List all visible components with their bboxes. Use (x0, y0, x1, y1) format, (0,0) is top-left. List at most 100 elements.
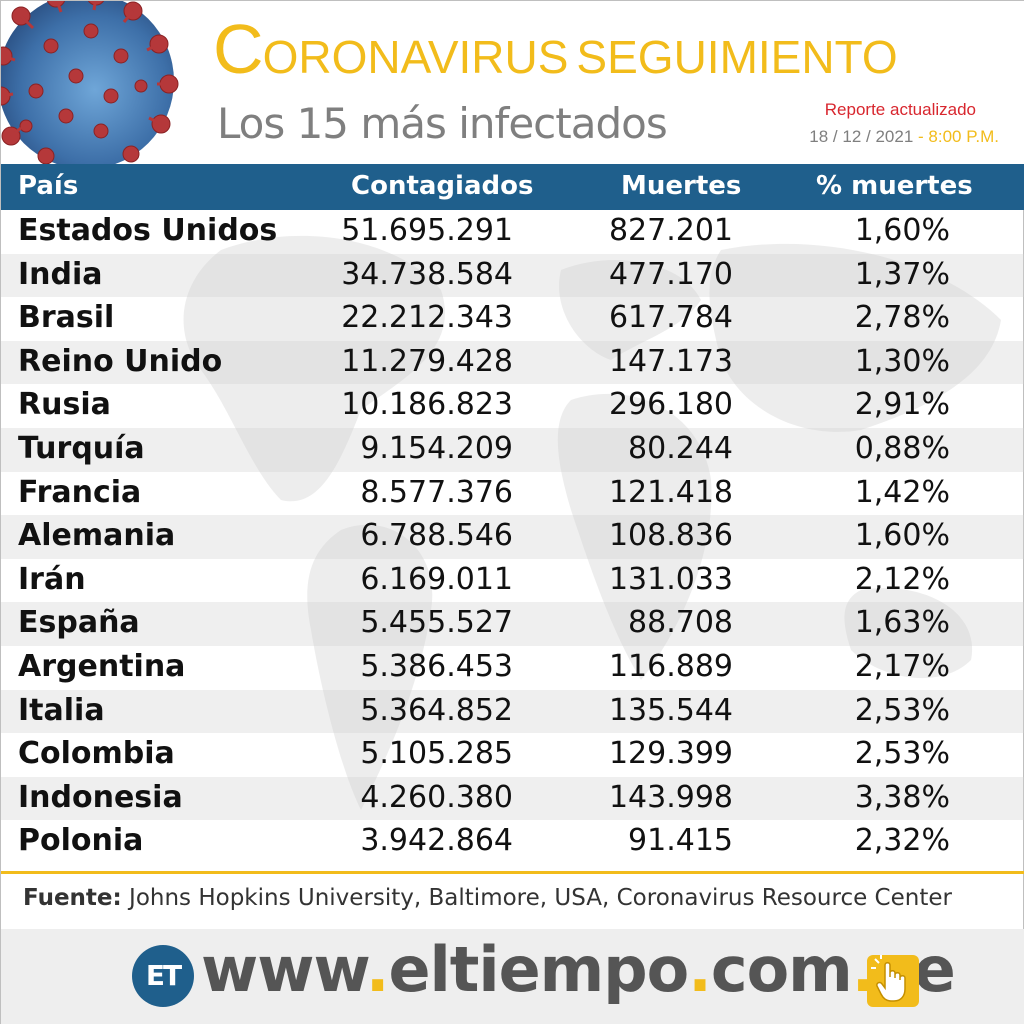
table-row: Colombia 5.105.285 129.399 2,53% (1, 733, 1024, 777)
death-percentage-cell: 2,32% (854, 823, 950, 859)
death-percentage-cell: 3,38% (854, 779, 950, 815)
url-part: www (201, 933, 367, 1006)
cases-cell: 5.364.852 (360, 692, 513, 728)
world-map-watermark (183, 235, 1001, 810)
table-body: Estados Unidos 51.695.291 827.201 1,60% … (1, 210, 1024, 865)
death-percentage-cell: 0,88% (854, 431, 950, 466)
deaths-cell: 129.399 (608, 736, 733, 772)
country-cell: Turquía (18, 431, 145, 466)
deaths-cell: 91.415 (628, 823, 733, 859)
table-row: Turquía 9.154.209 80.244 0,88% (1, 428, 1024, 472)
country-cell: Colombia (18, 736, 175, 772)
table-row: Polonia 3.942.864 91.415 2,32% (1, 820, 1024, 864)
country-cell: Argentina (18, 649, 186, 684)
deaths-cell: 147.173 (608, 343, 733, 379)
source-text: Johns Hopkins University, Baltimore, USA… (129, 885, 952, 911)
url-part: com (710, 933, 853, 1006)
death-percentage-cell: 2,12% (854, 561, 950, 597)
subtitle: Los 15 más infectados (217, 99, 668, 148)
deaths-cell: 617.784 (608, 300, 733, 336)
cases-cell: 51.695.291 (341, 213, 513, 248)
country-cell: Rusia (18, 387, 111, 423)
deaths-cell: 827.201 (608, 213, 733, 248)
country-cell: España (18, 605, 140, 641)
country-cell: Brasil (18, 300, 115, 336)
cases-cell: 5.386.453 (360, 649, 513, 684)
hand-pointer-icon (867, 955, 919, 1007)
et-logo: ET (132, 945, 194, 1007)
title-second: SEGUIMIENTO (576, 31, 898, 83)
website-url[interactable]: www.eltiempo.com.ve (201, 933, 956, 1006)
deaths-cell: 131.033 (608, 561, 733, 597)
death-percentage-cell: 2,17% (854, 649, 950, 684)
country-cell: Estados Unidos (18, 213, 278, 248)
cases-cell: 3.942.864 (360, 823, 513, 859)
death-percentage-cell: 2,53% (854, 692, 950, 728)
cases-cell: 4.260.380 (360, 779, 513, 815)
cases-cell: 8.577.376 (360, 474, 513, 510)
coronavirus-icon (1, 1, 179, 164)
table-row: Brasil 22.212.343 617.784 2,78% (1, 297, 1024, 341)
table-row: India 34.738.584 477.170 1,37% (1, 253, 1024, 298)
death-percentage-cell: 2,78% (854, 300, 950, 336)
url-dot: . (365, 933, 390, 1006)
death-percentage-cell: 1,63% (854, 605, 950, 641)
country-cell: Indonesia (18, 779, 183, 815)
death-percentage-cell: 2,91% (854, 387, 950, 423)
country-cell: Francia (18, 474, 142, 510)
title-initial: C (213, 10, 264, 88)
death-percentage-cell: 1,30% (854, 343, 950, 379)
divider (1, 871, 1024, 874)
deaths-cell: 121.418 (608, 474, 733, 510)
deaths-cell: 116.889 (608, 649, 733, 684)
table-row: Indonesia 4.260.380 143.998 3,38% (1, 776, 1024, 821)
deaths-cell: 135.544 (608, 692, 733, 728)
table-row: España 5.455.527 88.708 1,63% (1, 602, 1024, 646)
table-row: Reino Unido 11.279.428 147.173 1,30% (1, 340, 1024, 385)
cases-cell: 10.186.823 (341, 387, 513, 423)
country-cell: Irán (18, 561, 86, 597)
death-percentage-cell: 1,37% (854, 256, 950, 292)
deaths-cell: 296.180 (608, 387, 733, 423)
deaths-cell: 88.708 (628, 605, 733, 641)
country-cell: Alemania (18, 518, 176, 554)
table-row: Alemania 6.788.546 108.836 1,60% (1, 515, 1024, 559)
footer: ET www.eltiempo.com.ve (1, 929, 1024, 1024)
source-note: Fuente: Johns Hopkins University, Baltim… (23, 885, 952, 911)
title-rest: ORONAVIRUS (262, 31, 569, 83)
column-header-deaths: Muertes (621, 171, 742, 201)
table-row: Rusia 10.186.823 296.180 2,91% (1, 384, 1024, 428)
header: CORONAVIRUS SEGUIMIENTO Los 15 más infect… (1, 1, 1024, 164)
url-part: eltiempo (388, 933, 689, 1006)
deaths-cell: 143.998 (608, 779, 733, 815)
country-cell: Polonia (18, 823, 144, 859)
source-label: Fuente: (23, 885, 122, 911)
country-cell: Italia (18, 692, 105, 728)
column-header-country: País (18, 171, 79, 201)
death-percentage-cell: 1,60% (854, 213, 950, 248)
table-row: Irán 6.169.011 131.033 2,12% (1, 559, 1024, 603)
title: CORONAVIRUS SEGUIMIENTO (213, 9, 898, 89)
table-header: País Contagiados Muertes % muertes (1, 164, 1024, 210)
table-row: Italia 5.364.852 135.544 2,53% (1, 689, 1024, 734)
cases-cell: 5.455.527 (360, 605, 513, 641)
url-dot: . (688, 933, 712, 1006)
report-time: 8:00 P.M. (928, 127, 999, 146)
report-date: 18 / 12 / 2021 (809, 127, 914, 146)
table-row: Argentina 5.386.453 116.889 2,17% (1, 646, 1024, 690)
table-row: Francia 8.577.376 121.418 1,42% (1, 472, 1024, 516)
column-header-death-percentage: % muertes (816, 171, 973, 201)
cases-cell: 9.154.209 (360, 431, 513, 466)
table-row: Estados Unidos 51.695.291 827.201 1,60% (1, 210, 1024, 254)
deaths-cell: 80.244 (628, 431, 733, 466)
cases-cell: 22.212.343 (341, 300, 513, 336)
cases-cell: 5.105.285 (360, 736, 513, 772)
death-percentage-cell: 1,60% (854, 518, 950, 554)
deaths-cell: 477.170 (608, 256, 733, 292)
death-percentage-cell: 2,53% (854, 736, 950, 772)
report-label: Reporte actualizado (824, 100, 976, 119)
deaths-cell: 108.836 (608, 518, 733, 554)
report-timestamp: 18 / 12 / 2021 - 8:00 P.M. (809, 127, 999, 147)
cases-cell: 6.169.011 (360, 561, 513, 597)
